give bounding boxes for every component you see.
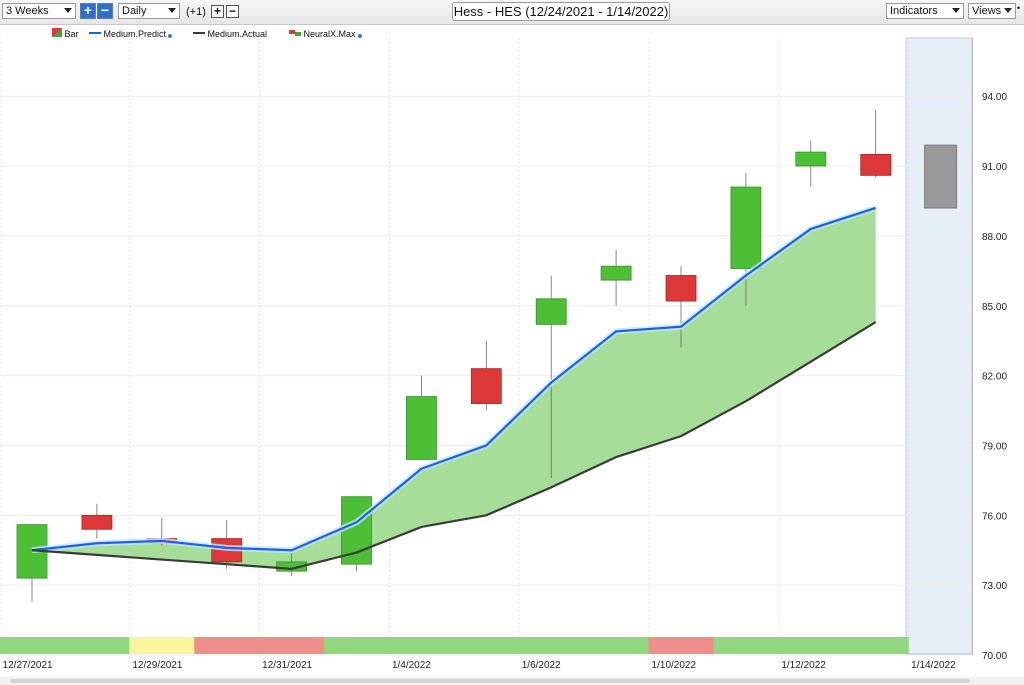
chevron-down-icon (1004, 8, 1012, 13)
signal-strip-cell (648, 637, 715, 654)
chart-title: Hess - HES (12/24/2021 - 1/14/2022) (452, 2, 670, 21)
x-tick-label: 1/14/2022 (911, 660, 956, 671)
y-tick-label: 79.00 (982, 441, 1007, 452)
interval-select-value: Daily (122, 5, 147, 17)
signal-strip-cell (518, 637, 585, 654)
signal-strip-cell (453, 637, 520, 654)
medium-predict-line (31, 206, 877, 552)
y-tick-label: 76.00 (982, 511, 1007, 522)
legend-item-bar[interactable]: Bar (52, 28, 79, 39)
signal-strip-cell (713, 637, 779, 654)
x-tick-label: 12/31/2021 (262, 660, 312, 671)
indicators-select[interactable]: Indicators (886, 3, 964, 19)
zoom-out-button[interactable]: − (97, 3, 113, 19)
x-tick-label: 12/27/2021 (3, 660, 53, 671)
y-tick-label: 88.00 (982, 232, 1007, 243)
y-tick-label: 91.00 (982, 162, 1007, 173)
y-tick-label: 73.00 (982, 581, 1007, 592)
signal-strip-cell (64, 637, 130, 654)
neuralx-icon (289, 30, 301, 36)
line-icon (193, 32, 205, 34)
signal-strip-cell (0, 637, 66, 654)
views-label: Views (972, 5, 1002, 17)
chevron-down-icon (168, 8, 176, 13)
legend-item-medium-actual[interactable]: Medium.Actual (193, 28, 267, 39)
legend-label: NeuralX.Max (303, 29, 356, 39)
candle-body (535, 298, 567, 325)
signal-strip-cell (129, 637, 195, 654)
signal-strip-cell (324, 637, 390, 654)
candle-body (276, 561, 308, 572)
signal-strip-cell (843, 637, 909, 654)
views-select[interactable]: Views (968, 3, 1016, 19)
candle-body (795, 151, 827, 167)
range-select-value: 3 Weeks (6, 5, 49, 17)
signal-strip-cell (778, 637, 844, 654)
y-tick-label: 94.00 (982, 92, 1007, 103)
candle-body (405, 396, 437, 460)
candle-body (860, 154, 892, 176)
chevron-down-icon (64, 8, 72, 13)
legend-label: Medium.Predict (103, 29, 167, 39)
interval-select[interactable]: Daily (118, 3, 180, 19)
medium-actual-line (31, 321, 877, 570)
chevron-down-icon (952, 8, 960, 13)
offset-label: (+1) (186, 6, 206, 18)
signal-strip-cell (259, 637, 325, 654)
candle-body (665, 275, 697, 302)
legend-item-neuralx-max[interactable]: NeuralX.Max (289, 28, 362, 39)
x-tick-label: 1/4/2022 (392, 660, 431, 671)
x-tick-label: 12/29/2021 (132, 660, 182, 671)
candle-body (730, 186, 762, 269)
y-tick-label: 70.00 (982, 651, 1007, 662)
offset-minus-button[interactable]: − (226, 5, 239, 18)
legend-label: Bar (64, 29, 79, 39)
x-tick-label: 1/12/2022 (781, 660, 826, 671)
candle-body (81, 514, 113, 530)
scrollbar-thumb[interactable] (10, 679, 970, 683)
candle-body (600, 265, 632, 281)
pin-icon[interactable]: • (1017, 3, 1021, 13)
signal-strip-cell (388, 637, 455, 654)
indicators-label: Indicators (890, 5, 938, 17)
y-tick-label: 82.00 (982, 372, 1007, 383)
x-tick-label: 1/6/2022 (522, 660, 561, 671)
candle-body (470, 368, 502, 404)
line-icon (89, 32, 101, 34)
signal-strip-cell (583, 637, 650, 654)
forecast-region (905, 37, 973, 655)
x-tick-label: 1/10/2022 (652, 660, 697, 671)
legend-item-medium-predict[interactable]: Medium.Predict (89, 28, 173, 39)
zoom-in-button[interactable]: + (80, 3, 96, 19)
signal-strip-cell (194, 637, 260, 654)
settings-dot-icon[interactable] (168, 34, 173, 38)
offset-plus-button[interactable]: + (211, 5, 224, 18)
legend-label: Medium.Actual (207, 29, 268, 39)
settings-dot-icon[interactable] (357, 34, 362, 38)
range-select[interactable]: 3 Weeks (2, 3, 76, 19)
forecast-bar (924, 144, 958, 209)
toolbar: 3 Weeks + − Daily (+1) + − Hess - HES (1… (0, 0, 1024, 25)
bar-icon (52, 28, 62, 37)
y-tick-label: 85.00 (982, 302, 1007, 313)
